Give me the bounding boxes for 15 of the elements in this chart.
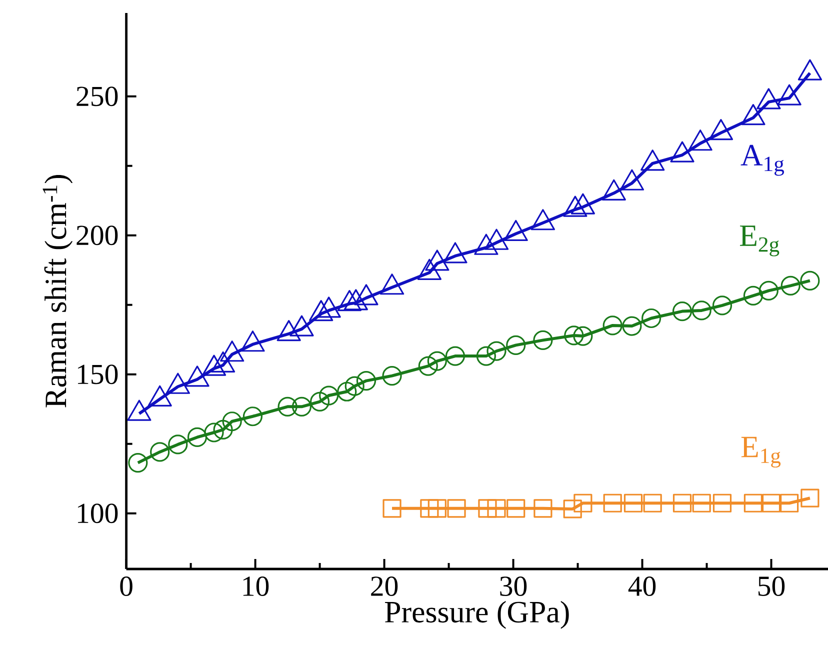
y-tick-label: 250 bbox=[76, 86, 118, 106]
y-tick-label: 150 bbox=[78, 364, 118, 384]
x-tick-label: 40 bbox=[628, 576, 656, 596]
x-tick-label: 0 bbox=[120, 576, 132, 596]
series-label: E$_{1g}$ bbox=[741, 436, 781, 468]
y-tick-label: 100 bbox=[78, 504, 118, 524]
y-tick-label: 200 bbox=[76, 226, 118, 246]
x-axis-title: Pressure (GPa) bbox=[384, 600, 569, 629]
x-tick-label: 10 bbox=[243, 576, 269, 596]
x-tick-label: 30 bbox=[500, 576, 527, 596]
y-axis-title: Raman shift (cm$^{-1}$) bbox=[42, 175, 73, 408]
x-tick-label: 50 bbox=[758, 576, 785, 596]
x-tick-label: 20 bbox=[371, 576, 398, 596]
series-label: E$_{2g}$ bbox=[740, 226, 780, 256]
series-label: A$_{1g}$ bbox=[740, 144, 784, 176]
